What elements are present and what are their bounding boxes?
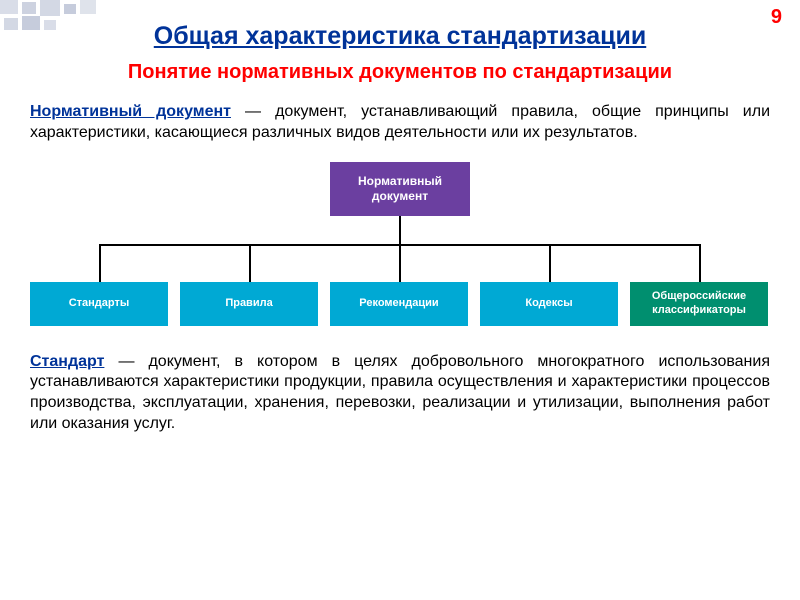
page-number: 9 bbox=[771, 6, 782, 29]
connector-line bbox=[399, 244, 401, 282]
definition-paragraph-2: Стандарт — документ, в котором в целях д… bbox=[30, 352, 770, 435]
connector-line bbox=[99, 244, 101, 282]
connector-line bbox=[249, 244, 251, 282]
term-standard: Стандарт bbox=[30, 353, 104, 370]
page-subtitle: Понятие нормативных документов по станда… bbox=[0, 61, 800, 84]
page-title: Общая характеристика стандартизации bbox=[0, 0, 800, 51]
term-normative-doc: Нормативный документ bbox=[30, 103, 231, 120]
definition-text-2: — документ, в котором в целях добровольн… bbox=[30, 353, 770, 432]
diagram-child-node: Общероссийские классификаторы bbox=[630, 282, 768, 326]
connector-line bbox=[399, 216, 401, 244]
connector-line bbox=[699, 244, 701, 282]
diagram-child-node: Кодексы bbox=[480, 282, 618, 326]
corner-decoration bbox=[0, 0, 120, 36]
hierarchy-diagram: Нормативный документ Стандарты Правила Р… bbox=[30, 162, 770, 332]
connector-line bbox=[549, 244, 551, 282]
diagram-child-node: Правила bbox=[180, 282, 318, 326]
diagram-root-node: Нормативный документ bbox=[330, 162, 470, 216]
definition-paragraph-1: Нормативный документ — документ, устанав… bbox=[30, 102, 770, 144]
diagram-child-node: Стандарты bbox=[30, 282, 168, 326]
diagram-child-node: Рекомендации bbox=[330, 282, 468, 326]
